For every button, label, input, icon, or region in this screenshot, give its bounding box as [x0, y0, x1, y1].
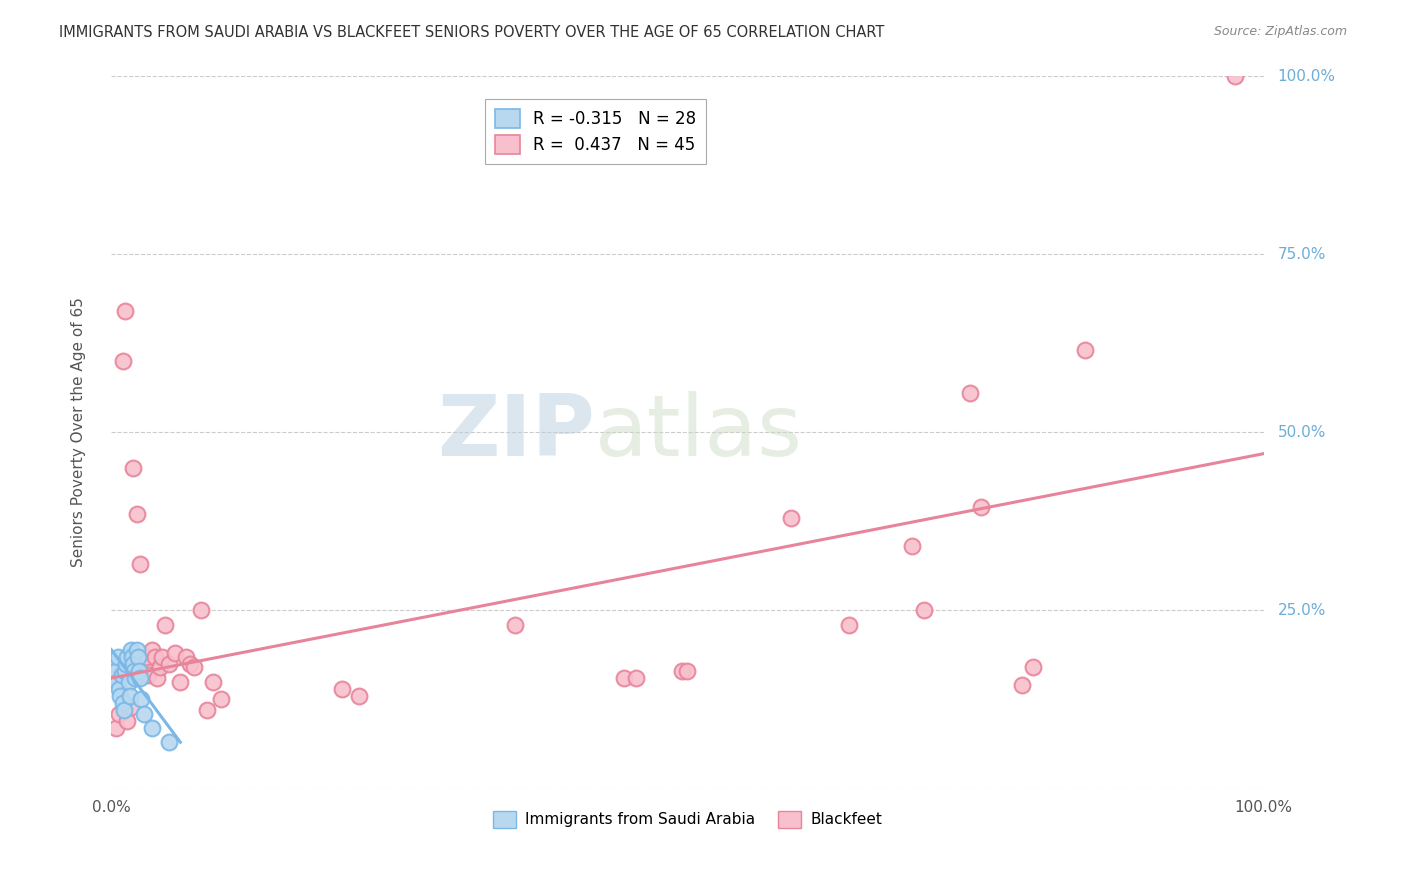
Legend: Immigrants from Saudi Arabia, Blackfeet: Immigrants from Saudi Arabia, Blackfeet: [486, 805, 889, 834]
Point: [901, 539, 924, 553]
Point: [195, 703, 218, 717]
Point: [107, 649, 129, 664]
Point: [124, 671, 146, 685]
Text: Source: ZipAtlas.com: Source: ZipAtlas.com: [1213, 25, 1347, 38]
Point: [838, 617, 860, 632]
Point: [503, 617, 526, 632]
Point: [141, 721, 163, 735]
Point: [117, 674, 139, 689]
Point: [201, 674, 224, 689]
Point: [129, 557, 152, 571]
Point: [127, 649, 149, 664]
Point: [122, 461, 145, 475]
Text: 50.0%: 50.0%: [1278, 425, 1326, 440]
Point: [1074, 343, 1097, 358]
Point: [125, 642, 148, 657]
Point: [183, 660, 205, 674]
Point: [129, 692, 152, 706]
Point: [330, 681, 353, 696]
Point: [912, 603, 935, 617]
Point: [624, 671, 647, 685]
Point: [120, 699, 142, 714]
Point: [132, 706, 155, 721]
Point: [155, 617, 177, 632]
Point: [128, 664, 150, 678]
Point: [117, 649, 139, 664]
Point: [125, 507, 148, 521]
Point: [150, 649, 173, 664]
Point: [780, 510, 803, 524]
Point: [613, 671, 636, 685]
Point: [104, 657, 127, 671]
Point: [124, 664, 146, 678]
Point: [120, 642, 142, 657]
Point: [122, 657, 145, 671]
Point: [141, 642, 163, 657]
Point: [149, 660, 172, 674]
Point: [117, 714, 139, 728]
Point: [136, 667, 159, 681]
Point: [959, 386, 981, 401]
Point: [111, 696, 134, 710]
Point: [970, 500, 993, 514]
Point: [209, 692, 232, 706]
Point: [110, 689, 132, 703]
Point: [190, 603, 212, 617]
Point: [676, 664, 699, 678]
Point: [1011, 678, 1033, 692]
Point: [112, 703, 135, 717]
Point: [121, 649, 143, 664]
Point: [114, 664, 136, 678]
Point: [104, 664, 127, 678]
Text: atlas: atlas: [595, 391, 803, 474]
Y-axis label: Seniors Poverty Over the Age of 65: Seniors Poverty Over the Age of 65: [72, 297, 86, 567]
Point: [157, 657, 180, 671]
Point: [105, 674, 128, 689]
Point: [132, 657, 155, 671]
Text: ZIP: ZIP: [437, 391, 595, 474]
Point: [104, 721, 127, 735]
Point: [157, 735, 180, 749]
Point: [103, 671, 125, 685]
Point: [671, 664, 693, 678]
Point: [108, 681, 131, 696]
Point: [115, 657, 138, 671]
Point: [118, 689, 141, 703]
Point: [111, 354, 134, 368]
Point: [163, 646, 186, 660]
Point: [347, 689, 370, 703]
Text: 100.0%: 100.0%: [1278, 69, 1336, 84]
Point: [1223, 69, 1246, 83]
Point: [174, 649, 197, 664]
Text: IMMIGRANTS FROM SAUDI ARABIA VS BLACKFEET SENIORS POVERTY OVER THE AGE OF 65 COR: IMMIGRANTS FROM SAUDI ARABIA VS BLACKFEE…: [59, 25, 884, 40]
Point: [169, 674, 191, 689]
Point: [135, 649, 157, 664]
Point: [146, 671, 169, 685]
Point: [1022, 660, 1045, 674]
Point: [179, 657, 201, 671]
Text: 25.0%: 25.0%: [1278, 603, 1326, 618]
Point: [114, 304, 136, 318]
Point: [143, 649, 166, 664]
Text: 75.0%: 75.0%: [1278, 247, 1326, 261]
Point: [110, 667, 132, 681]
Point: [108, 706, 131, 721]
Point: [129, 671, 152, 685]
